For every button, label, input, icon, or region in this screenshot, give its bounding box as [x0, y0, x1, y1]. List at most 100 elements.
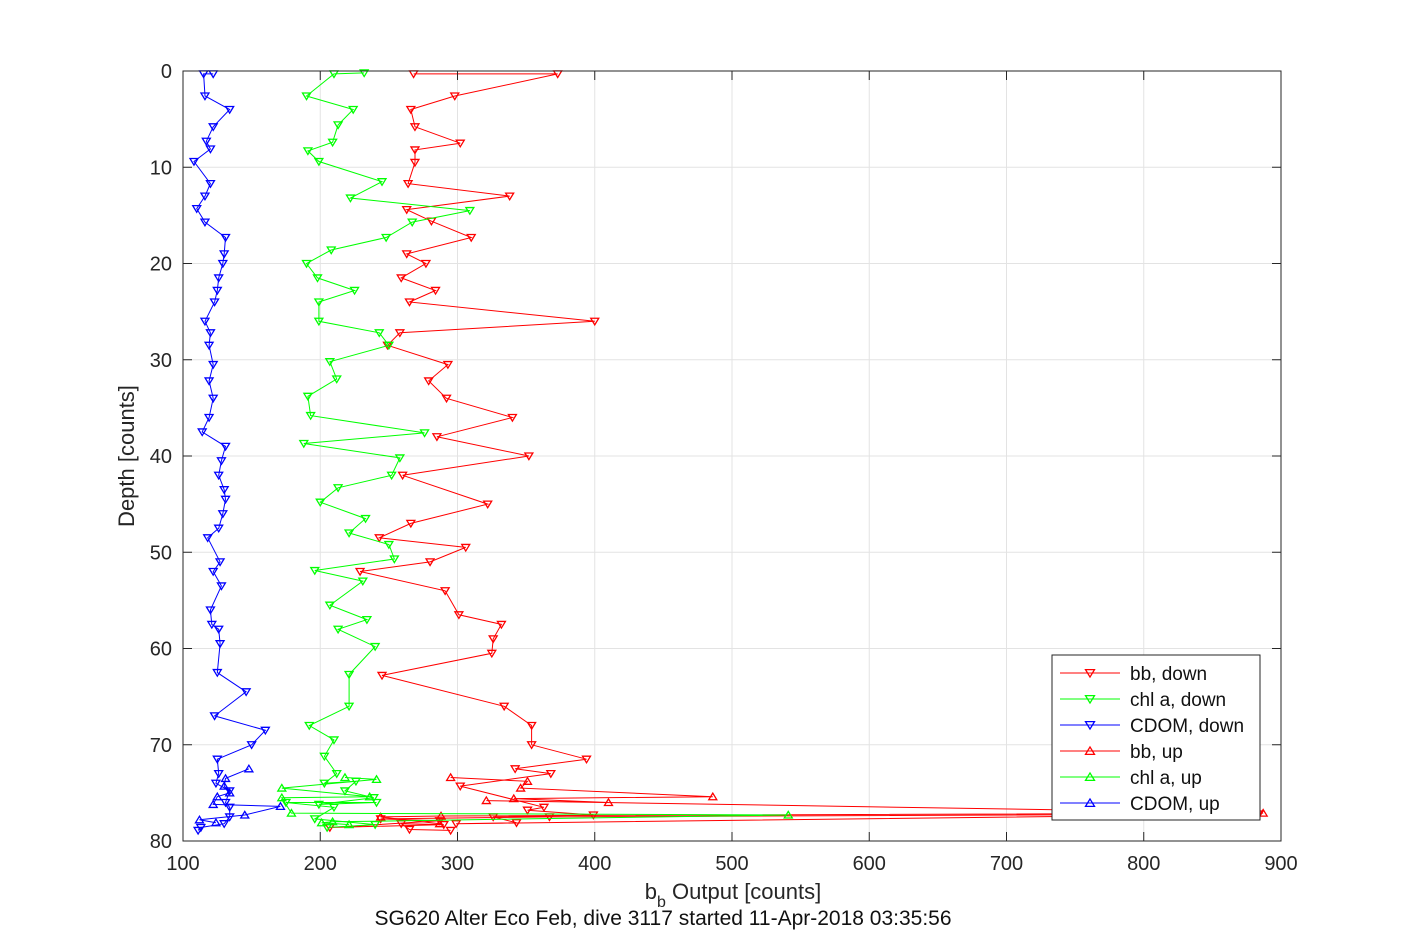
data-point-cdom-down — [214, 558, 226, 567]
legend-marker-bb-down — [1084, 668, 1096, 679]
data-point-cdom-down — [224, 105, 235, 115]
data-point-chl-a-down — [321, 823, 333, 833]
y-axis-label: Depth [counts] — [114, 385, 139, 527]
data-point-chl-a-down — [319, 752, 330, 762]
data-point-bb-down — [402, 179, 414, 189]
data-point-chl-a-down — [304, 721, 315, 731]
data-point-bb-down — [511, 819, 522, 828]
data-point-bb-down — [404, 298, 415, 307]
data-point-chl-a-up — [783, 810, 794, 819]
x-axis-label-subscript: b — [657, 894, 666, 911]
y-tick-label: 40 — [150, 446, 172, 468]
data-point-bb-down — [405, 519, 416, 529]
data-point-cdom-up — [194, 814, 205, 824]
data-point-bb-down — [441, 394, 452, 404]
series-chl-a-up — [276, 772, 794, 829]
data-point-chl-a-down — [324, 601, 336, 611]
data-point-bb-down — [420, 259, 432, 269]
y-tick-label: 10 — [150, 157, 172, 179]
data-point-chl-a-down — [315, 498, 326, 508]
data-point-bb-down — [394, 329, 406, 338]
data-point-chl-a-down — [343, 702, 355, 712]
data-point-bb-down — [397, 471, 408, 481]
x-axis-label-rest: Output [counts] — [666, 879, 821, 904]
data-point-cdom-down — [220, 495, 231, 505]
data-point-bb-down — [439, 587, 451, 596]
data-point-chl-a-down — [280, 798, 292, 808]
data-point-cdom-up — [224, 788, 235, 797]
data-point-cdom-down — [209, 298, 220, 307]
data-point-bb-up — [435, 811, 447, 820]
data-point-bb-up — [1258, 808, 1269, 817]
data-point-bb-up — [603, 797, 614, 807]
data-point-cdom-down — [220, 798, 231, 808]
data-point-bb-down — [396, 274, 407, 283]
data-point-bb-down — [445, 826, 456, 836]
data-point-cdom-down — [213, 471, 224, 481]
data-point-bb-down — [526, 741, 537, 750]
series-line-chl-a-up — [280, 777, 789, 826]
data-point-chl-a-up — [286, 808, 297, 817]
data-point-chl-a-down — [331, 375, 342, 384]
data-point-chl-a-down — [313, 157, 325, 167]
data-point-cdom-down — [219, 486, 230, 495]
data-point-bb-down — [523, 452, 535, 461]
data-point-chl-a-down — [324, 358, 336, 367]
data-point-chl-a-down — [343, 670, 355, 680]
x-tick-label: 400 — [578, 853, 611, 875]
data-point-bb-up — [508, 793, 519, 803]
data-point-bb-down — [401, 205, 412, 215]
x-axis-label: bb Output [counts] — [645, 879, 821, 911]
data-point-bb-down — [545, 769, 556, 779]
chart-title: SG620 Alter Eco Feb, dive 3117 started 1… — [374, 907, 951, 930]
data-point-bb-down — [409, 158, 421, 168]
y-tick-label: 70 — [150, 735, 172, 757]
data-point-chl-a-down — [357, 577, 368, 586]
data-point-chl-a-down — [301, 259, 312, 269]
data-point-cdom-down — [205, 606, 216, 615]
data-point-cdom-up — [212, 791, 223, 801]
data-point-chl-a-down — [359, 69, 370, 78]
data-point-chl-a-down — [298, 439, 309, 449]
data-point-chl-a-down — [309, 815, 320, 824]
data-point-cdom-down — [209, 712, 220, 721]
data-point-cdom-down — [213, 625, 224, 635]
x-tick-label: 100 — [166, 853, 199, 875]
legend-label-bb-up: bb, up — [1130, 742, 1183, 763]
y-tick-label: 30 — [150, 350, 172, 372]
data-point-bb-down — [509, 765, 521, 774]
data-point-cdom-down — [203, 413, 215, 423]
data-point-cdom-down — [201, 137, 212, 147]
data-point-bb-down — [455, 782, 466, 791]
data-point-bb-down — [453, 611, 465, 620]
series-line-bb-down — [329, 73, 1260, 831]
data-point-chl-a-down — [339, 787, 351, 796]
data-point-bb-down — [499, 702, 510, 712]
data-point-chl-a-down — [383, 341, 395, 351]
data-point-cdom-down — [205, 145, 216, 154]
series-line-cdom-up — [199, 768, 281, 824]
data-point-chl-a-down — [360, 514, 371, 524]
series-line-bb-up — [380, 777, 1264, 825]
data-point-chl-a-down — [326, 246, 337, 255]
data-point-bb-down — [405, 105, 416, 115]
data-point-bb-down — [431, 433, 443, 442]
series-layer — [188, 69, 1269, 836]
data-point-chl-a-down — [386, 471, 397, 481]
x-tick-label: 200 — [304, 853, 337, 875]
data-point-chl-a-up — [343, 819, 355, 829]
data-point-cdom-up — [239, 810, 250, 819]
data-point-bb-up — [515, 783, 526, 792]
data-point-cdom-down — [217, 259, 228, 269]
y-tick-label: 60 — [150, 639, 172, 661]
legend-label-cdom-down: CDOM, down — [1130, 716, 1244, 737]
data-point-bb-up — [707, 791, 718, 801]
data-point-chl-a-down — [328, 736, 340, 745]
data-point-chl-a-down — [419, 429, 430, 438]
legend-label-bb-down: bb, down — [1130, 664, 1207, 685]
data-point-chl-a-down — [394, 454, 406, 463]
legend-marker-chl-a-down — [1084, 694, 1096, 705]
data-point-bb-up — [481, 795, 492, 805]
data-point-cdom-down — [192, 826, 204, 836]
